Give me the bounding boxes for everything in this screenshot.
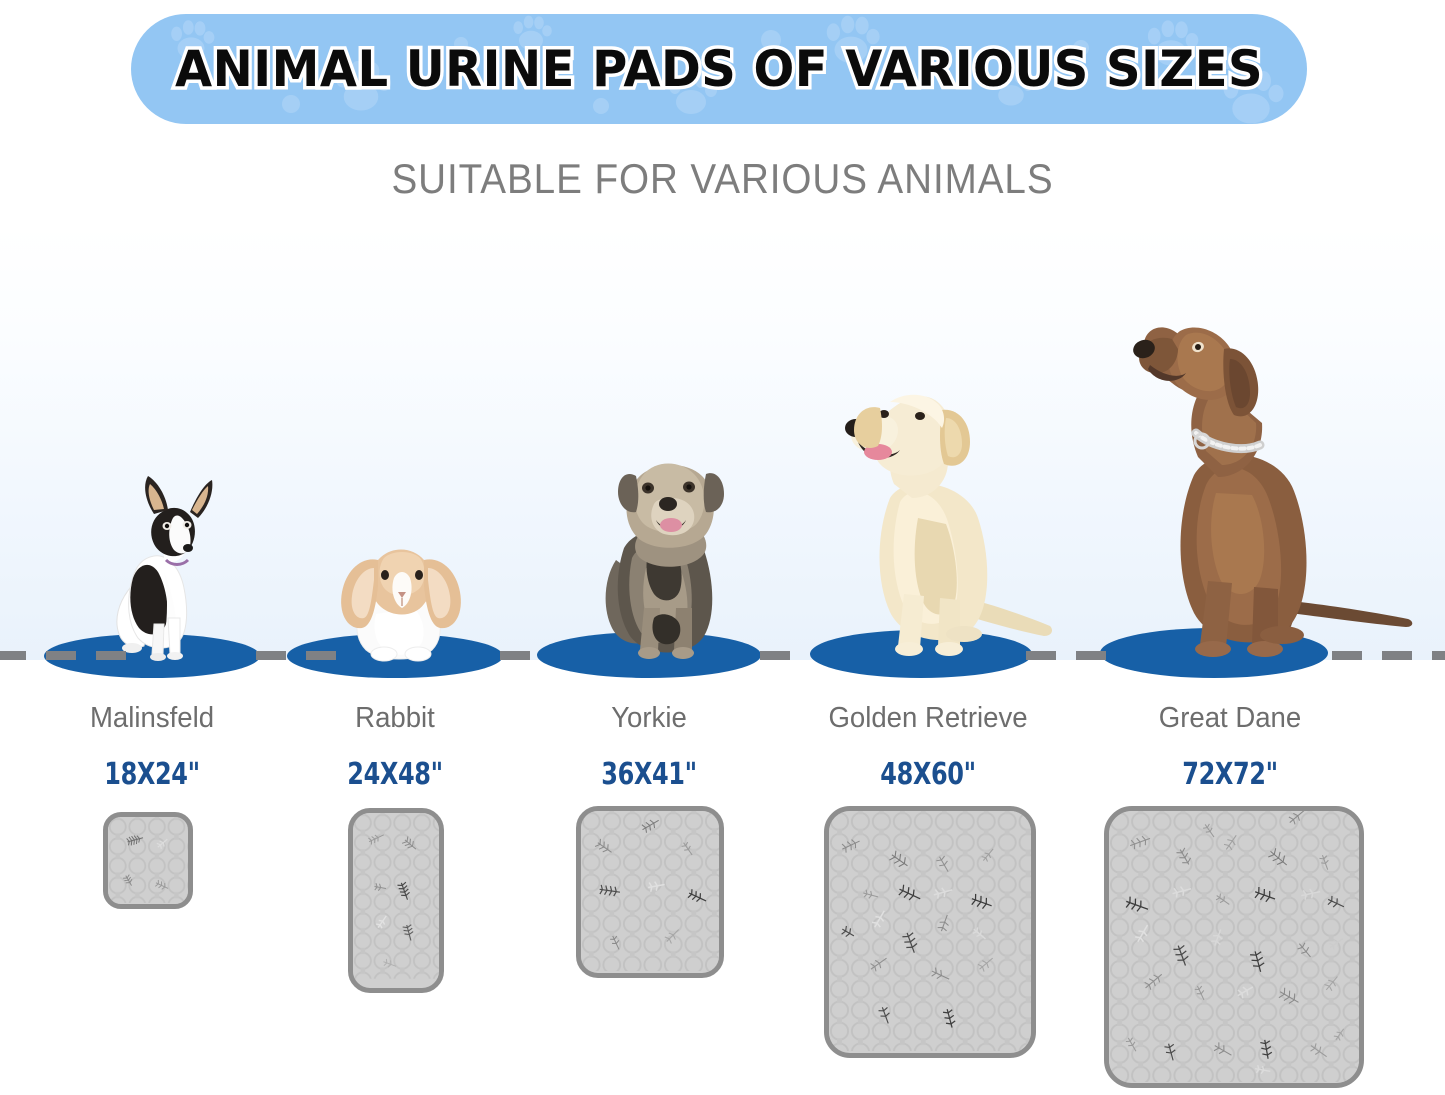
pad-swatch-24x48 — [348, 808, 444, 993]
great-dane-dog-icon — [1120, 305, 1420, 663]
pedestal-golden — [810, 630, 1032, 678]
pad-swatch-48x60 — [824, 806, 1036, 1058]
pad-size-label-24x48: 24X48" — [347, 757, 443, 792]
pad-size-label-36x41: 36X41" — [601, 757, 697, 792]
pad-swatch-18x24 — [103, 812, 193, 909]
pad-size-label-72x72: 72X72" — [1182, 757, 1278, 792]
quilt-pattern — [1109, 811, 1359, 1083]
subtitle: SUITABLE FOR VARIOUS ANIMALS — [391, 155, 1054, 202]
leaf-sprig-motifs — [594, 819, 707, 950]
lop-rabbit-icon — [322, 530, 472, 662]
pad-swatch-72x72 — [1104, 806, 1364, 1088]
title-banner: ANIMAL URINE PADS OF VARIOUS SIZES — [131, 14, 1307, 124]
leaf-sprig-motifs — [1125, 811, 1345, 1075]
baseline-dashed-rule — [0, 651, 1445, 660]
leaf-sprig-motifs — [841, 839, 994, 1028]
quilt-pattern — [829, 811, 1031, 1052]
golden-retriever-dog-icon — [828, 358, 1068, 663]
page-title: ANIMAL URINE PADS OF VARIOUS SIZES — [172, 37, 1266, 102]
animal-label-great-dane: Great Dane — [1158, 702, 1302, 734]
animal-label-golden-retriever: Golden Retrieve — [828, 702, 1028, 734]
pad-size-label-48x60: 48X60" — [880, 757, 976, 792]
leaf-sprig-motifs — [368, 834, 417, 968]
paw-print-icon — [171, 15, 1284, 124]
yorkie-dog-icon — [588, 438, 738, 663]
leaf-sprig-motifs — [123, 835, 169, 890]
animal-label-rabbit: Rabbit — [355, 702, 435, 734]
chihuahua-dog-icon — [92, 468, 222, 663]
pad-size-label-18x24: 18X24" — [104, 757, 200, 792]
animal-label-malinsfeld: Malinsfeld — [89, 702, 215, 734]
quilt-pattern — [353, 813, 439, 979]
quilt-pattern — [108, 817, 188, 904]
pad-swatch-36x41 — [576, 806, 724, 978]
animal-label-yorkie: Yorkie — [611, 702, 687, 734]
